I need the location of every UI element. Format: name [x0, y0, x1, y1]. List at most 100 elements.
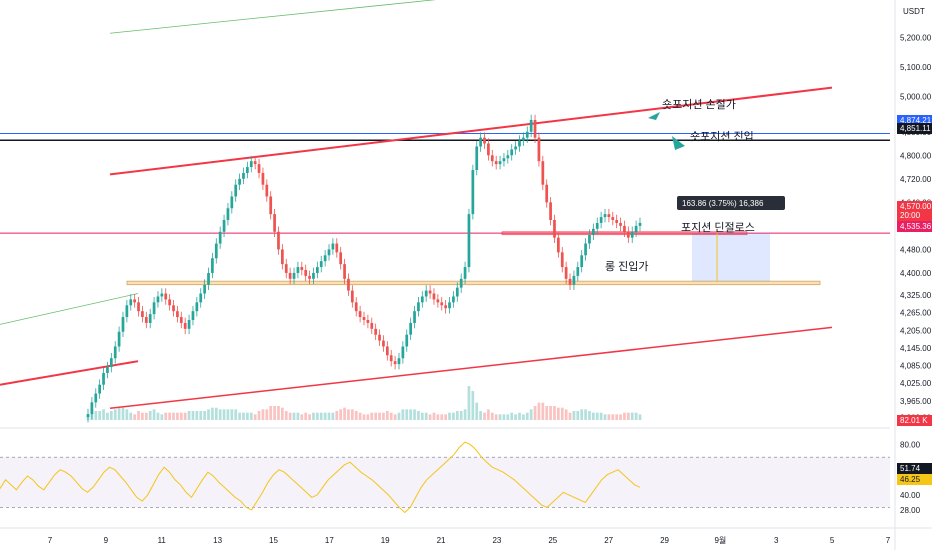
volume-bar	[432, 412, 436, 420]
volume-bar	[549, 406, 552, 420]
candle-body	[207, 272, 210, 285]
candle-body	[331, 243, 335, 250]
volume-bar	[214, 407, 218, 420]
candle-body	[257, 164, 261, 173]
volume-bar	[506, 414, 510, 420]
candle-body	[191, 311, 195, 320]
candle-body	[176, 311, 179, 318]
candle-body	[98, 384, 102, 394]
candle-body	[374, 328, 378, 335]
candle-body	[308, 275, 311, 279]
price-tick-label: 4,085.00	[900, 362, 932, 371]
volume-bar	[518, 412, 521, 420]
date-tick-label: 21	[437, 536, 446, 545]
volume-bar	[397, 412, 401, 420]
volume-bar	[564, 409, 568, 420]
candle-body	[230, 196, 234, 209]
candle-body	[584, 243, 587, 256]
candle-body	[366, 320, 370, 323]
volume-bar	[304, 412, 308, 420]
volume-bar	[420, 412, 424, 420]
volume-bar	[331, 412, 335, 420]
price-tick-label: 4,400.00	[900, 269, 932, 278]
volume-tag-bg	[897, 415, 932, 426]
candle-body	[580, 255, 584, 268]
volume-bar	[191, 411, 195, 420]
volume-bar	[529, 409, 533, 420]
candle-body	[137, 302, 140, 312]
rsi-upper-tag: 51.74	[900, 464, 921, 473]
date-tick-label: 17	[325, 536, 334, 545]
volume-bar	[179, 412, 183, 420]
volume-bar	[222, 409, 226, 420]
candle-body	[522, 137, 525, 141]
candle-body	[444, 305, 447, 309]
candle-body	[413, 311, 416, 323]
candle-body	[397, 358, 401, 365]
date-tick-label: 13	[213, 536, 222, 545]
short-entry-label: 숏포지션 진입	[690, 130, 754, 143]
candle-body	[109, 358, 113, 368]
price-tick-label: 5,200.00	[900, 34, 932, 43]
volume-bar	[475, 402, 479, 420]
candle-body	[455, 287, 459, 297]
date-tick-label: 25	[548, 536, 557, 545]
volume-bar	[378, 412, 381, 420]
volume-bar	[572, 411, 576, 420]
volume-bar	[490, 412, 494, 420]
candle-body	[86, 414, 90, 418]
candle-body	[315, 267, 319, 273]
candle-body	[487, 143, 490, 156]
volume-bar	[409, 409, 413, 420]
candle-body	[541, 161, 545, 185]
volume-bar	[545, 406, 549, 420]
candle-body	[591, 228, 595, 235]
volume-bar	[448, 412, 451, 420]
green-channel-line-top	[109, 0, 437, 34]
candle-body	[350, 290, 354, 303]
volume-bar	[347, 409, 350, 420]
candle-body	[588, 234, 591, 244]
candle-body	[572, 275, 576, 285]
date-tick-label: 5	[830, 536, 835, 545]
candle-body	[246, 167, 249, 173]
candle-body	[385, 346, 389, 356]
candle-body	[284, 264, 288, 273]
volume-bar	[257, 411, 261, 420]
price-tick-label: 4,205.00	[900, 326, 932, 335]
candle-body	[327, 249, 331, 256]
volume-bar	[452, 412, 455, 420]
volume-bar	[417, 411, 420, 420]
candle-body	[164, 293, 168, 300]
candle-body	[172, 305, 175, 312]
volume-bar	[141, 412, 144, 420]
measure-badge	[677, 196, 785, 210]
volume-bar	[424, 412, 428, 420]
volume-bar	[498, 414, 502, 420]
candle-body	[463, 267, 467, 279]
candle-body	[420, 296, 424, 303]
candle-body	[242, 172, 245, 179]
volume-bar	[164, 412, 168, 420]
volume-bar	[350, 409, 354, 420]
green-channel-line-left	[0, 293, 139, 325]
candle-body	[168, 299, 171, 306]
date-tick-label: 3	[774, 536, 779, 545]
volume-bar	[102, 409, 105, 420]
candle-body	[187, 320, 191, 329]
candle-body	[436, 299, 440, 303]
candle-body	[129, 299, 133, 306]
candle-body	[249, 161, 253, 168]
volume-bar	[129, 412, 133, 420]
date-tick-label: 9월	[714, 535, 726, 545]
currency-label: USDT	[903, 7, 925, 16]
candle-body	[533, 120, 537, 138]
candle-body	[102, 372, 105, 385]
candle-body	[638, 222, 642, 226]
volume-bar	[522, 414, 525, 420]
volume-bar	[603, 414, 607, 420]
volume-bar	[125, 409, 129, 420]
candle-body	[222, 220, 226, 232]
candle-body	[623, 225, 626, 232]
